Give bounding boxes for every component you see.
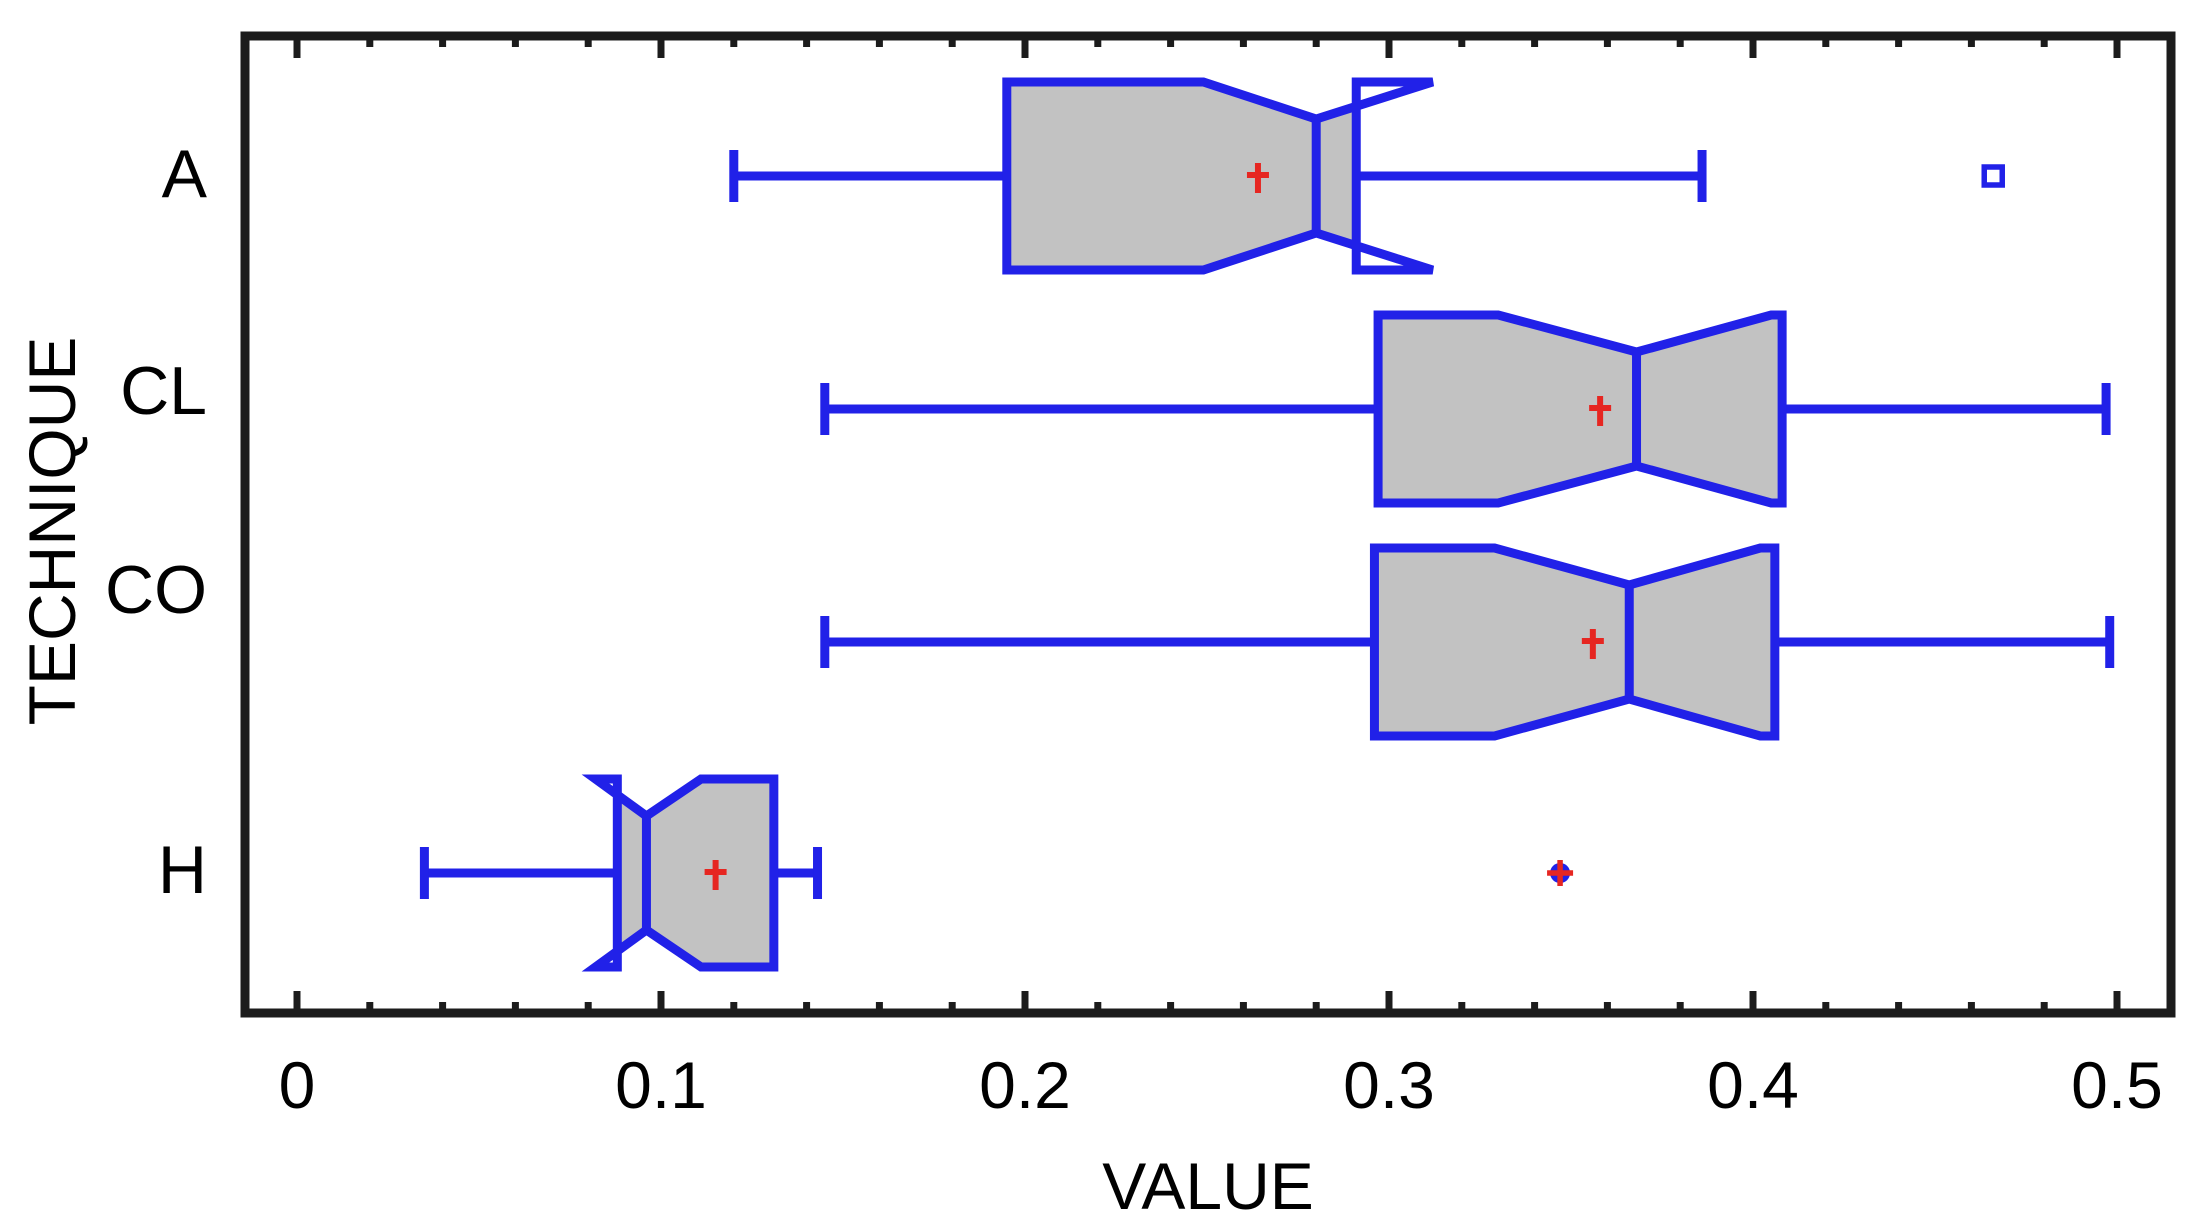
mean-marker: [1581, 629, 1604, 659]
outlier-square: [1981, 164, 2005, 188]
x-tick-label: 0.2: [979, 1048, 1071, 1122]
box-fill: [1006, 82, 1357, 270]
box-outline: [581, 774, 779, 972]
box-outline: [1373, 310, 1787, 508]
y-category-label-CL: CL: [120, 353, 207, 429]
box-CL: [820, 310, 2111, 508]
box-H: [419, 774, 1574, 972]
mean-marker: [704, 860, 727, 890]
plot-frame: [240, 31, 2176, 1018]
x-axis-title: VALUE: [1102, 1149, 1314, 1223]
box-fill: [617, 779, 774, 967]
box-outline: [1369, 543, 1780, 741]
x-tick-label: 0.3: [1343, 1048, 1435, 1122]
box-series-layer: [419, 77, 2115, 972]
mean-marker: [1589, 396, 1612, 426]
x-tick-labels: 0 0.1 0.2 0.3 0.4 0.5: [279, 1048, 2163, 1122]
box-fill: [1378, 315, 1783, 503]
y-category-label-H: H: [158, 832, 207, 908]
box-A: [729, 77, 2005, 275]
y-category-label-A: A: [162, 136, 208, 212]
x-tick-label: 0.4: [1707, 1048, 1799, 1122]
box-CO: [820, 543, 2115, 741]
box-fill: [1374, 548, 1775, 736]
y-axis-title: TECHNIQUE: [15, 337, 89, 726]
outlier-plus: [1547, 860, 1574, 886]
x-tick-label: 0: [279, 1048, 316, 1122]
x-tick-label: 0.5: [2071, 1048, 2163, 1122]
x-tick-label: 0.1: [615, 1048, 707, 1122]
box-outline: [1002, 77, 1435, 275]
y-category-label-CO: CO: [105, 552, 207, 628]
mean-marker: [1246, 163, 1269, 193]
category-labels: A CL CO H: [105, 136, 208, 908]
